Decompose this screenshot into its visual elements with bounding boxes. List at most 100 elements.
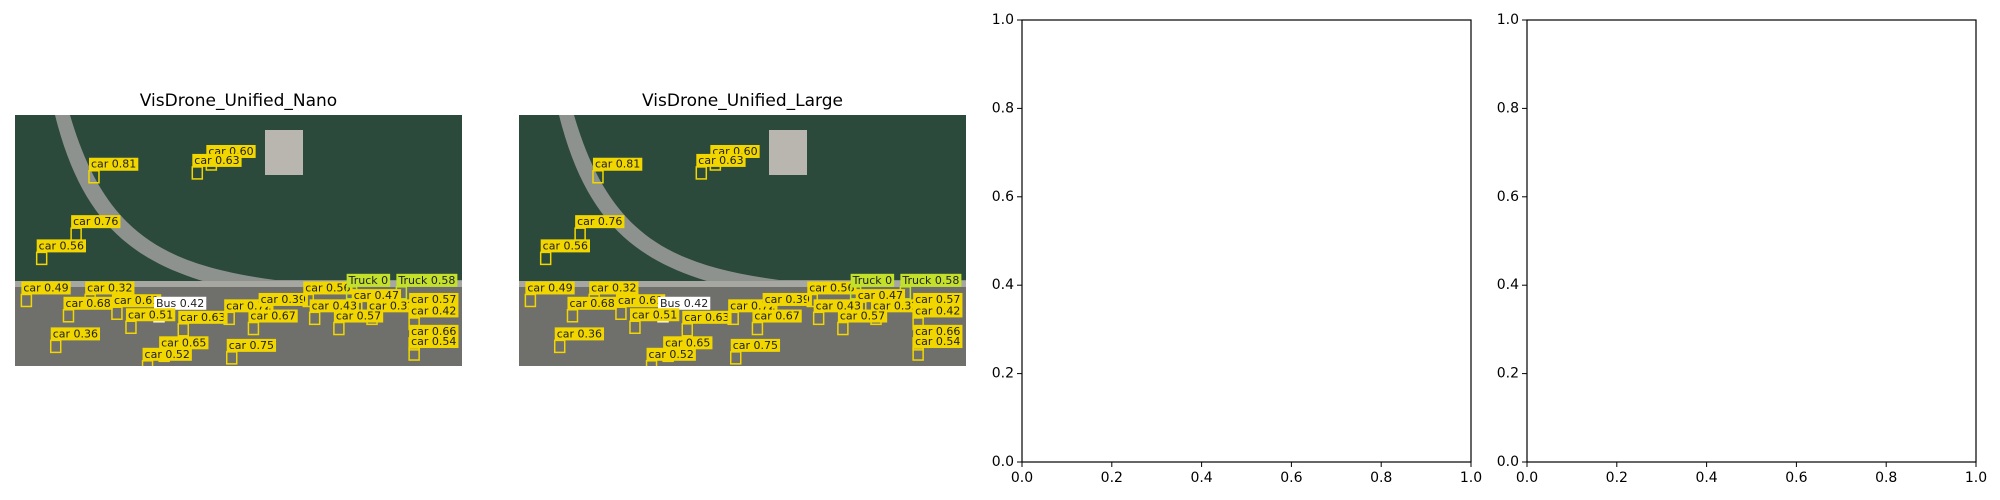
- x-tick-label: 0.0: [1011, 470, 1033, 486]
- detection-label-bg: [696, 153, 746, 167]
- y-tick-label: 0.0: [992, 454, 1014, 470]
- x-tick-label: 0.8: [1875, 470, 1897, 486]
- detection-label: car 0.68: [569, 297, 614, 310]
- detection-label: car 0.56: [543, 239, 588, 252]
- y-tick-label: 0.8: [992, 100, 1014, 116]
- detection-label: Bus 0.42: [660, 297, 708, 310]
- detection-label-bg: [159, 336, 209, 350]
- detection-label-bg: [837, 309, 888, 323]
- y-tick-label: 0.4: [992, 277, 1014, 293]
- y-tick-label: 1.0: [992, 12, 1014, 28]
- detection-label: car 0.39: [765, 293, 810, 306]
- detection-label: Bus 0.42: [156, 297, 204, 310]
- detection-label: car 0.63: [684, 311, 729, 324]
- panel-title: VisDrone_Unified_Nano: [140, 91, 337, 111]
- detection-label: car 0.57: [336, 310, 381, 323]
- x-tick-label: 0.8: [1370, 470, 1392, 486]
- detection-label-bg: [396, 273, 458, 287]
- detection-label: car 0.61: [114, 294, 159, 307]
- detection-label: car 0.66: [411, 325, 456, 338]
- road-curve: [559, 115, 966, 295]
- x-tick-label: 0.2: [1606, 470, 1628, 486]
- detection-label-bg: [629, 308, 680, 322]
- detection-label: car 0.81: [595, 158, 640, 171]
- detection-label: car 0.47: [858, 289, 903, 302]
- detection-label-bg: [730, 338, 781, 352]
- detection-label-bg: [589, 281, 639, 295]
- detection-label-bg: [63, 296, 113, 310]
- detection-label-bg: [913, 292, 963, 306]
- detection-label-bg: [554, 327, 605, 341]
- detection-label: car 0.43: [312, 299, 357, 312]
- detection-label: car 0.63: [194, 154, 239, 167]
- detection-label-bg: [21, 281, 71, 295]
- detection-label: Truck 0.58: [901, 274, 959, 287]
- detection-label: car 0.66: [915, 325, 960, 338]
- x-tick-label: 0.2: [1101, 470, 1123, 486]
- detection-label-bg: [615, 294, 666, 308]
- detection-label-bg: [154, 296, 207, 310]
- detection-label: car 0.75: [733, 339, 778, 352]
- detection-label: car 0.63: [698, 154, 743, 167]
- panel-title: VisDrone_Unified_Large: [642, 91, 843, 111]
- detection-label: car 0.76: [577, 215, 622, 228]
- detection-label: car 0.65: [161, 336, 206, 349]
- y-tick-label: 0.8: [1497, 100, 1519, 116]
- detection-label-bg: [850, 273, 895, 287]
- detection-label: car 0.61: [618, 294, 663, 307]
- detection-label: Truck 0.58: [397, 274, 455, 287]
- building: [769, 130, 807, 175]
- detection-label-bg: [309, 299, 359, 313]
- x-tick-label: 1.0: [1965, 470, 1987, 486]
- road-curve: [55, 115, 462, 295]
- axes-frame: [1526, 19, 1977, 463]
- detection-label: car 0.81: [91, 158, 136, 171]
- detection-label: car 0.57: [411, 293, 456, 306]
- sidewalk: [519, 281, 966, 287]
- detection-label: car 0.52: [145, 348, 190, 361]
- detection-label: car 0.32: [591, 281, 636, 294]
- detection-label: car 0.49: [23, 281, 68, 294]
- detection-label-bg: [807, 281, 857, 295]
- detection-label: car 0.67: [250, 310, 295, 323]
- detection-label-bg: [333, 309, 384, 323]
- detection-label-bg: [409, 304, 459, 318]
- detection-label-bg: [913, 324, 963, 338]
- detection-label: car 0.42: [915, 304, 960, 317]
- detection-label-bg: [351, 289, 402, 303]
- detection-label: car 0.36: [557, 327, 602, 340]
- detection-label-bg: [409, 324, 459, 338]
- detection-label: car 0.32: [873, 299, 918, 312]
- y-tick-label: 0.0: [1497, 454, 1519, 470]
- x-tick-label: 0.6: [1280, 470, 1302, 486]
- detection-label-bg: [646, 347, 696, 361]
- detection-label-bg: [303, 281, 353, 295]
- detection-label-bg: [367, 299, 417, 313]
- y-tick-label: 0.4: [1497, 277, 1519, 293]
- x-tick-label: 0.6: [1785, 470, 1807, 486]
- detection-label-bg: [540, 239, 590, 253]
- detection-label-bg: [592, 157, 643, 171]
- y-tick-label: 0.6: [992, 189, 1014, 205]
- detection-label: car 0.49: [527, 281, 572, 294]
- detection-label: car 0.54: [411, 335, 456, 348]
- detection-label: car 0.76: [73, 215, 118, 228]
- detection-label: car 0.39: [261, 293, 306, 306]
- detection-label-bg: [913, 304, 963, 318]
- detection-label-bg: [525, 281, 575, 295]
- detection-label-bg: [567, 296, 617, 310]
- detection-label-bg: [900, 273, 962, 287]
- detection-label-bg: [85, 281, 135, 295]
- detection-label-bg: [71, 215, 121, 229]
- detection-label: car 0.57: [915, 293, 960, 306]
- detection-label-bg: [125, 308, 176, 322]
- detection-label: car 0.51: [128, 308, 173, 321]
- detection-label-bg: [226, 338, 277, 352]
- detection-label-bg: [813, 299, 863, 313]
- detection-label: car 0.63: [180, 311, 225, 324]
- building: [265, 130, 303, 175]
- detection-label-bg: [88, 157, 139, 171]
- detection-label-bg: [663, 336, 713, 350]
- detection-label: Truck 0: [852, 274, 893, 287]
